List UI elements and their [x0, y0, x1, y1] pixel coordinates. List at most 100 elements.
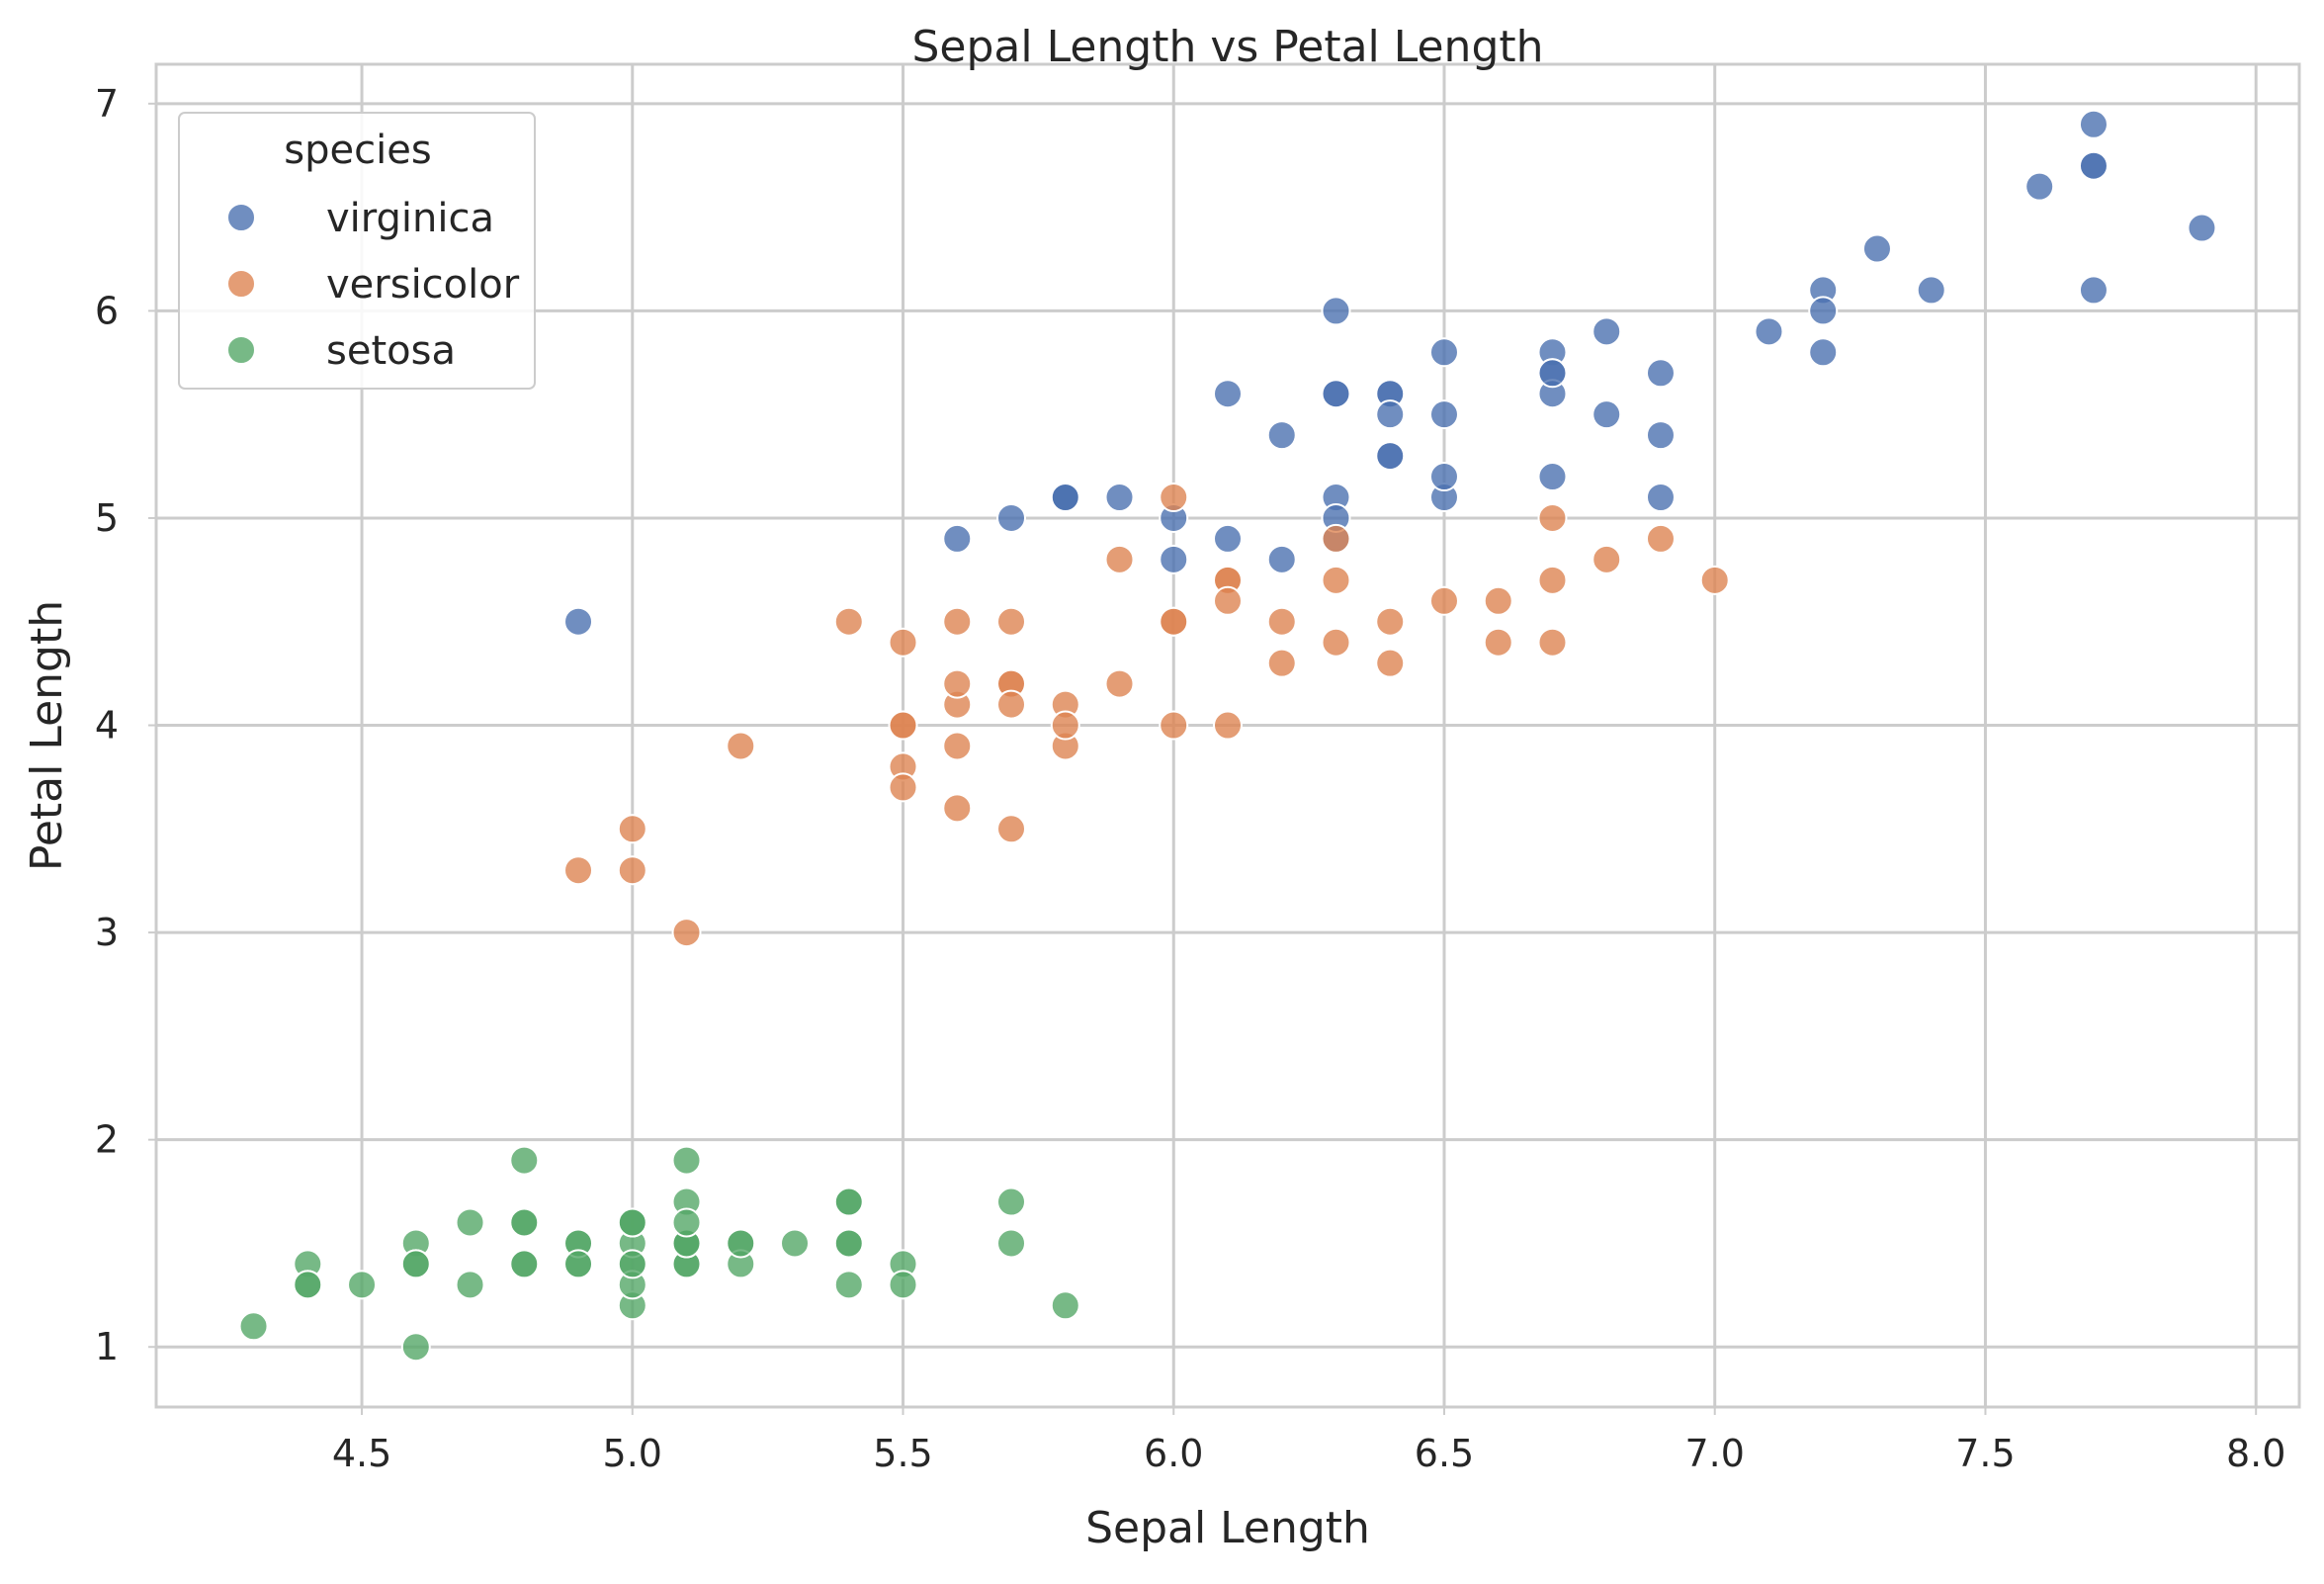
point-setosa — [1050, 1290, 1080, 1321]
point-versicolor — [996, 606, 1027, 637]
y-tick-label: 2 — [95, 1118, 119, 1162]
point-virginica — [1861, 233, 1892, 264]
point-setosa — [455, 1207, 485, 1238]
point-virginica — [2187, 213, 2217, 243]
legend-label-versicolor: versicolor — [326, 262, 520, 308]
point-versicolor — [996, 689, 1027, 720]
point-virginica — [1213, 523, 1243, 554]
legend-items: virginica versicolor setosa — [226, 196, 520, 374]
legend-title: species — [284, 128, 431, 173]
point-setosa — [780, 1228, 811, 1259]
point-setosa — [726, 1228, 756, 1259]
point-versicolor — [1104, 668, 1135, 699]
point-setosa — [347, 1270, 378, 1300]
x-tick-label: 6.0 — [1144, 1432, 1203, 1475]
legend-label-setosa: setosa — [326, 328, 456, 374]
point-versicolor — [1104, 544, 1135, 574]
y-tick-label: 1 — [95, 1325, 119, 1368]
data-points — [238, 109, 2217, 1363]
point-setosa — [888, 1270, 918, 1300]
point-virginica — [1645, 420, 1676, 451]
point-versicolor — [617, 855, 647, 886]
x-tick-label: 6.5 — [1415, 1432, 1474, 1475]
point-virginica — [1592, 399, 1622, 430]
point-versicolor — [942, 731, 973, 761]
point-versicolor — [942, 606, 973, 637]
point-setosa — [509, 1207, 540, 1238]
y-axis-ticks: 1 2 3 4 5 6 7 — [95, 82, 156, 1368]
point-versicolor — [1266, 648, 1297, 678]
point-versicolor — [1483, 585, 1513, 616]
point-setosa — [509, 1249, 540, 1279]
point-versicolor — [1537, 627, 1568, 658]
point-versicolor — [1159, 710, 1189, 741]
point-virginica — [1213, 379, 1243, 409]
point-virginica — [1321, 379, 1351, 409]
legend-marker-virginica — [226, 203, 256, 232]
x-axis-label: Sepal Length — [1085, 1503, 1370, 1553]
point-setosa — [833, 1187, 864, 1217]
point-setosa — [996, 1228, 1027, 1259]
point-versicolor — [1375, 648, 1406, 678]
x-tick-label: 5.5 — [873, 1432, 932, 1475]
point-setosa — [617, 1207, 647, 1238]
point-setosa — [617, 1249, 647, 1279]
series-versicolor — [563, 482, 1730, 948]
point-versicolor — [1537, 502, 1568, 533]
point-versicolor — [1266, 606, 1297, 637]
point-virginica — [1916, 275, 1946, 306]
point-versicolor — [726, 731, 756, 761]
plot-frame — [154, 62, 2301, 1409]
series-setosa — [238, 1145, 1080, 1363]
point-versicolor — [1050, 710, 1080, 741]
legend: species virginica versicolor setosa — [178, 112, 536, 390]
point-virginica — [563, 606, 594, 637]
y-tick-label: 6 — [95, 289, 119, 332]
point-virginica — [1537, 462, 1568, 492]
point-versicolor — [1321, 627, 1351, 658]
point-virginica — [1266, 420, 1297, 451]
point-versicolor — [617, 814, 647, 844]
point-versicolor — [1321, 565, 1351, 595]
point-setosa — [563, 1249, 594, 1279]
point-virginica — [2078, 275, 2109, 306]
y-tick-label: 4 — [95, 704, 119, 748]
point-setosa — [996, 1187, 1027, 1217]
point-versicolor — [1592, 544, 1622, 574]
point-setosa — [455, 1270, 485, 1300]
point-virginica — [1428, 462, 1459, 492]
point-virginica — [2024, 171, 2055, 202]
point-versicolor — [1428, 585, 1459, 616]
y-axis-label: Petal Length — [22, 600, 72, 871]
point-versicolor — [671, 918, 702, 948]
x-tick-label: 5.0 — [603, 1432, 662, 1475]
x-tick-label: 7.0 — [1685, 1432, 1745, 1475]
point-versicolor — [563, 855, 594, 886]
point-versicolor — [1321, 523, 1351, 554]
point-setosa — [293, 1270, 323, 1300]
y-tick-label: 5 — [95, 496, 119, 540]
series-virginica — [563, 109, 2217, 637]
point-virginica — [1808, 337, 1839, 368]
y-tick-label: 7 — [95, 82, 119, 126]
point-virginica — [2078, 150, 2109, 181]
legend-marker-versicolor — [226, 269, 256, 299]
point-setosa — [671, 1207, 702, 1238]
point-versicolor — [888, 627, 918, 658]
point-virginica — [1645, 358, 1676, 389]
point-virginica — [1321, 296, 1351, 326]
point-virginica — [1428, 337, 1459, 368]
point-virginica — [1754, 316, 1784, 347]
legend-marker-setosa — [226, 335, 256, 365]
point-versicolor — [1213, 710, 1243, 741]
x-tick-label: 7.5 — [1955, 1432, 2015, 1475]
point-virginica — [1266, 544, 1297, 574]
point-versicolor — [1159, 482, 1189, 512]
point-virginica — [1104, 482, 1135, 512]
point-versicolor — [1159, 606, 1189, 637]
point-virginica — [1808, 296, 1839, 326]
point-virginica — [1159, 544, 1189, 574]
point-versicolor — [1537, 565, 1568, 595]
point-virginica — [996, 502, 1027, 533]
